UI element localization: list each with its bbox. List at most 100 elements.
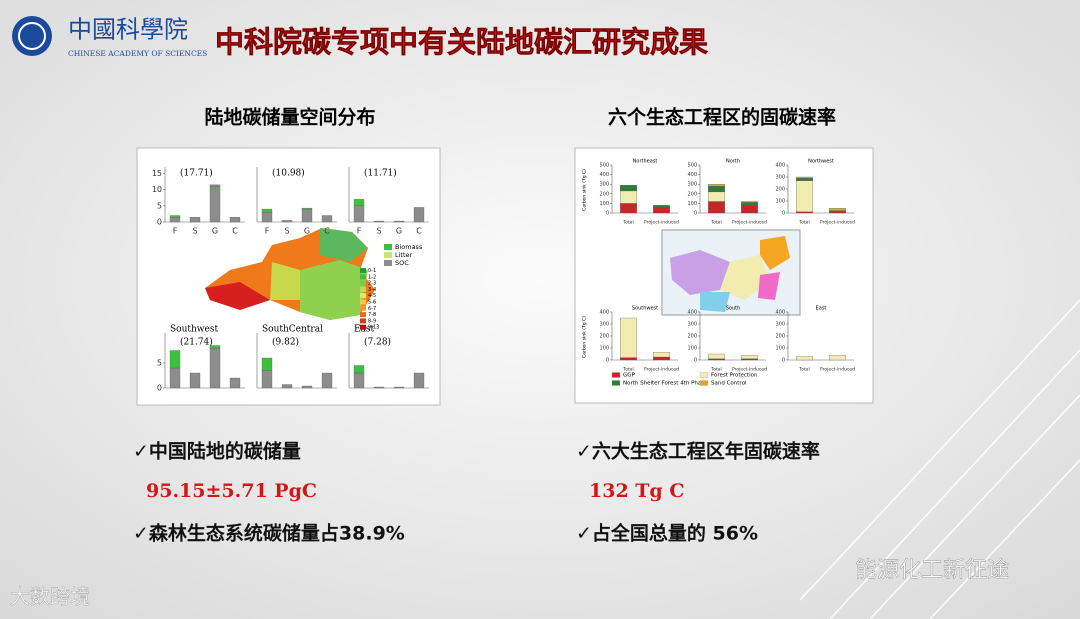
y-tick-label: 300 bbox=[687, 322, 697, 328]
panel-name: Southwest bbox=[632, 306, 658, 312]
bar bbox=[620, 185, 637, 192]
map-legend-swatch bbox=[360, 280, 366, 286]
bar bbox=[620, 203, 637, 214]
bar bbox=[653, 207, 670, 214]
panel-name: South bbox=[726, 306, 741, 312]
y-tick-label: 300 bbox=[599, 182, 609, 188]
x-tick-label: C bbox=[416, 227, 422, 236]
legend-label: Biomass bbox=[395, 243, 423, 251]
y-tick-label: 5 bbox=[157, 359, 162, 368]
bar bbox=[373, 220, 385, 223]
panel-total: (17.71) bbox=[180, 168, 213, 179]
x-tick-label: C bbox=[324, 227, 330, 236]
bar bbox=[741, 358, 758, 361]
legend-swatch bbox=[699, 380, 709, 386]
x-tick-label: F bbox=[357, 227, 362, 236]
bar bbox=[413, 207, 425, 223]
x-tick-label: G bbox=[304, 227, 310, 236]
bar bbox=[169, 367, 181, 389]
panel-name: Southwest bbox=[170, 325, 218, 335]
panel-total: (21.74) bbox=[180, 337, 213, 348]
bar bbox=[321, 215, 333, 223]
y-tick-label: 100 bbox=[687, 346, 697, 352]
panel-total: (10.98) bbox=[272, 168, 305, 179]
x-tick-label: S bbox=[284, 227, 289, 236]
bar bbox=[353, 372, 365, 389]
map-legend-label: 1-2 bbox=[368, 274, 376, 280]
bar bbox=[353, 205, 365, 223]
y-tick-label: 200 bbox=[599, 334, 609, 340]
map-legend-label: 6-7 bbox=[368, 306, 376, 312]
bar bbox=[301, 208, 313, 223]
bullet-value: 132 Tg C bbox=[589, 480, 684, 502]
bar bbox=[169, 350, 181, 369]
bar bbox=[653, 352, 670, 358]
watermark-left: 大数跨境 bbox=[10, 585, 90, 609]
right-map bbox=[661, 229, 801, 316]
y-tick-label: 500 bbox=[687, 163, 697, 169]
panel-total: (9.82) bbox=[272, 337, 299, 348]
panel-name: East bbox=[816, 306, 827, 312]
legend-label: Sand Control bbox=[711, 381, 747, 387]
y-tick-label: 300 bbox=[687, 182, 697, 188]
bar bbox=[741, 205, 758, 214]
map-legend-label: 0-1 bbox=[368, 268, 376, 274]
bar bbox=[189, 372, 201, 389]
legend-label: GGP bbox=[623, 373, 636, 379]
map-legend-swatch bbox=[360, 305, 366, 311]
y-tick-label: 400 bbox=[687, 310, 697, 316]
bar bbox=[741, 202, 758, 206]
legend-swatch bbox=[611, 372, 621, 378]
x-tick-label: Total bbox=[798, 220, 810, 226]
y-tick-label: 200 bbox=[775, 334, 785, 340]
y-tick-label: 200 bbox=[687, 191, 697, 197]
legend-swatch bbox=[384, 252, 392, 258]
bar bbox=[653, 205, 670, 208]
bar bbox=[796, 176, 813, 179]
map-legend-swatch bbox=[360, 286, 366, 292]
y-tick-label: 0 bbox=[606, 358, 609, 364]
bar bbox=[829, 355, 846, 361]
bullet-value: 95.15±5.71 PgC bbox=[146, 480, 317, 502]
bullet: ✓占全国总量的 56% bbox=[576, 522, 758, 545]
x-tick-label: Project-induced bbox=[820, 367, 855, 373]
y-tick-label: 100 bbox=[775, 346, 785, 352]
legend-swatch bbox=[384, 244, 392, 250]
bar bbox=[301, 207, 313, 210]
y-tick-label: 0 bbox=[782, 358, 785, 364]
x-tick-label: Project-induced bbox=[732, 367, 767, 373]
x-tick-label: Total bbox=[710, 367, 722, 373]
map-legend-label: 9-13 bbox=[368, 325, 379, 331]
map-legend-swatch bbox=[360, 312, 366, 318]
y-tick-label: 400 bbox=[599, 310, 609, 316]
bar bbox=[229, 216, 241, 223]
bullet: ✓六大生态工程区年固碳速率 bbox=[576, 440, 820, 463]
bar bbox=[708, 185, 725, 193]
y-tick-label: 15 bbox=[152, 169, 162, 178]
x-tick-label: Total bbox=[710, 220, 722, 226]
x-tick-label: Project-induced bbox=[820, 220, 855, 226]
china-map bbox=[205, 228, 375, 320]
x-tick-label: Project-induced bbox=[732, 220, 767, 226]
bar bbox=[353, 365, 365, 374]
y-tick-label: 100 bbox=[599, 346, 609, 352]
x-tick-label: Total bbox=[798, 367, 810, 373]
map-legend-swatch bbox=[360, 318, 366, 324]
bar bbox=[189, 216, 201, 223]
bar bbox=[620, 357, 637, 361]
map-legend-label: 3-4 bbox=[368, 287, 376, 293]
map-legend-swatch bbox=[360, 274, 366, 280]
y-tick-label: 400 bbox=[775, 163, 785, 169]
map-legend-label: 7-8 bbox=[368, 312, 376, 318]
bar bbox=[796, 356, 813, 361]
bar bbox=[209, 186, 221, 223]
bar bbox=[261, 357, 273, 371]
logo-cn: 中國科學院 bbox=[68, 16, 188, 44]
bullet: ✓森林生态系统碳储量占38.9% bbox=[133, 522, 405, 545]
x-tick-label: Total bbox=[622, 367, 634, 373]
left-heading: 陆地碳储量空间分布 bbox=[204, 106, 375, 129]
bar bbox=[796, 180, 813, 212]
map-legend-label: 4-5 bbox=[368, 293, 376, 299]
